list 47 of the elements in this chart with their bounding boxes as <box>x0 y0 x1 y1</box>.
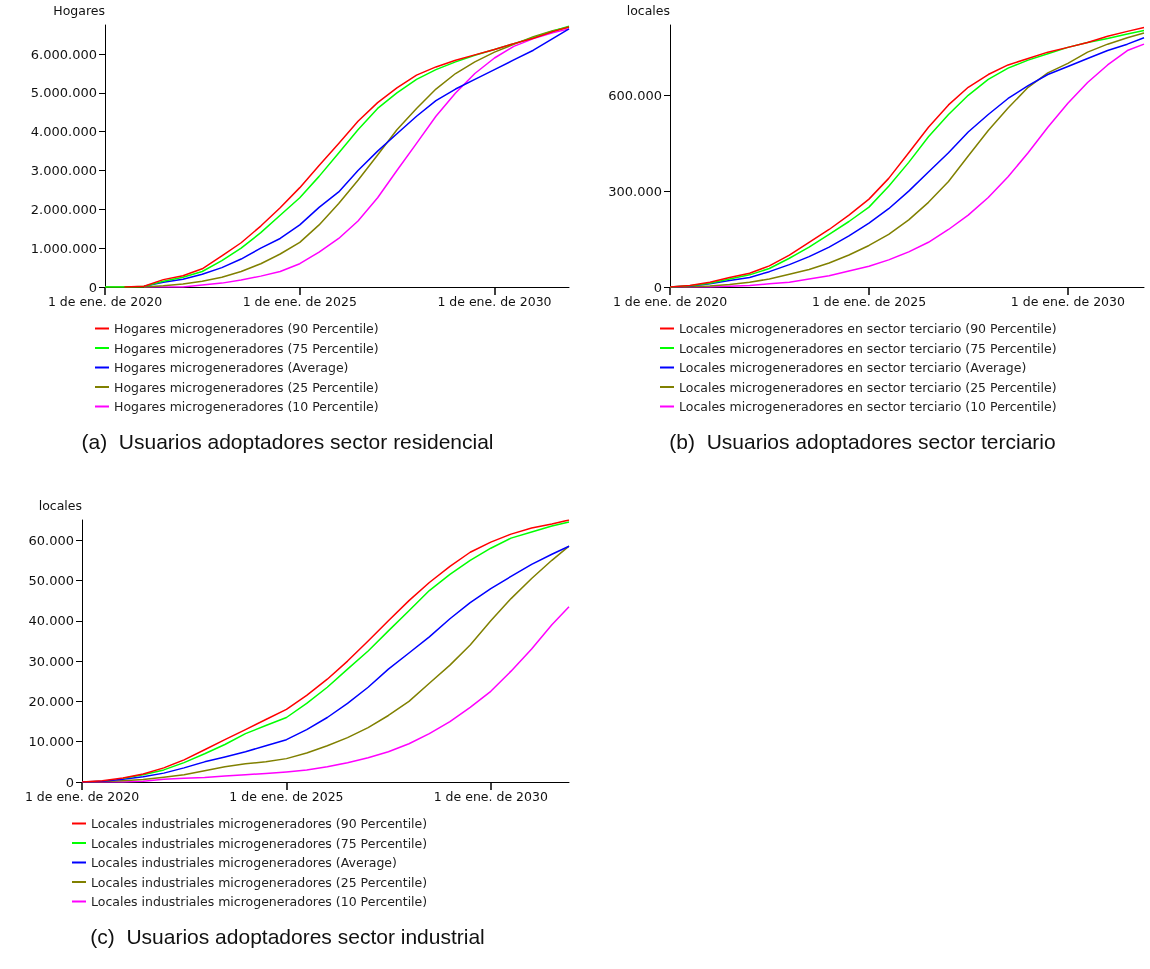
x-tick-label: 1 de ene. de 2030 <box>433 789 548 804</box>
y-tick-label: 4.000.000 <box>30 124 97 140</box>
x-tick-label: 1 de ene. de 2020 <box>612 294 728 309</box>
legend-label: Locales industriales microgeneradores (90 Percentile) <box>91 816 428 831</box>
x-tick-label: 1 de ene. de 2020 <box>47 294 163 309</box>
y-tick-label: 50.000 <box>28 572 74 588</box>
legend-label: Locales microgeneradores en sector terciario (25 Percentile) <box>679 379 1057 395</box>
legend-label: Locales microgeneradores en sector terciario (75 Percentile) <box>679 340 1057 356</box>
y-axis-title: locales <box>626 3 670 18</box>
legend-label: Hogares microgeneradores (75 Percentile) <box>114 340 379 356</box>
y-tick-label: 0 <box>65 774 74 790</box>
y-tick-label: 1.000.000 <box>30 240 97 256</box>
y-axis-title: locales <box>38 498 82 513</box>
legend-label: Locales industriales microgeneradores (75 Percentile) <box>91 835 428 851</box>
legend-label: Hogares microgeneradores (10 Percentile) <box>114 399 379 414</box>
legend-label: Locales microgeneradores en sector terciario (10 Percentile) <box>679 399 1057 414</box>
y-tick-label: 20.000 <box>28 693 74 709</box>
y-tick-label: 6.000.000 <box>30 46 97 62</box>
legend-label: Locales microgeneradores en sector terciario (Average) <box>679 360 1027 375</box>
text: (b) Usuarios adoptadores sector terciario <box>669 430 1056 453</box>
y-tick-label: 60.000 <box>28 532 74 548</box>
y-tick-label: 40.000 <box>28 613 74 629</box>
legend-label: Locales industriales microgeneradores (25 Percentile) <box>91 874 428 890</box>
y-tick-label: 5.000.000 <box>30 85 97 101</box>
x-tick-label: 1 de ene. de 2020 <box>24 789 140 804</box>
x-tick-label: 1 de ene. de 2025 <box>229 789 344 804</box>
legend-label: Locales industriales microgeneradores (10 Percentile) <box>91 894 428 909</box>
x-tick-label: 1 de ene. de 2030 <box>437 294 552 309</box>
text: (a) Usuarios adoptadores sector residencial <box>81 430 494 453</box>
legend-label: Hogares microgeneradores (Average) <box>114 360 349 375</box>
legend-label: Locales microgeneradores en sector terciario (90 Percentile) <box>679 321 1057 336</box>
legend-label: Hogares microgeneradores (25 Percentile) <box>114 379 379 395</box>
y-tick-label: 0 <box>653 279 662 295</box>
text: (c) Usuarios adoptadores sector industrial <box>90 925 485 948</box>
legend-label: Locales industriales microgeneradores (Average) <box>91 855 397 870</box>
y-axis-title: Hogares <box>53 3 105 18</box>
x-tick-label: 1 de ene. de 2030 <box>1010 294 1126 309</box>
legend-label: Hogares microgeneradores (90 Percentile) <box>114 321 379 336</box>
y-tick-label: 2.000.000 <box>30 201 97 217</box>
y-tick-label: 3.000.000 <box>30 163 97 179</box>
y-tick-label: 0 <box>88 279 97 295</box>
x-tick-label: 1 de ene. de 2025 <box>242 294 357 309</box>
y-tick-label: 600.000 <box>608 87 662 103</box>
y-tick-label: 300.000 <box>608 183 662 199</box>
y-tick-label: 10.000 <box>28 734 74 750</box>
y-tick-label: 30.000 <box>28 653 74 669</box>
x-tick-label: 1 de ene. de 2025 <box>811 294 927 309</box>
